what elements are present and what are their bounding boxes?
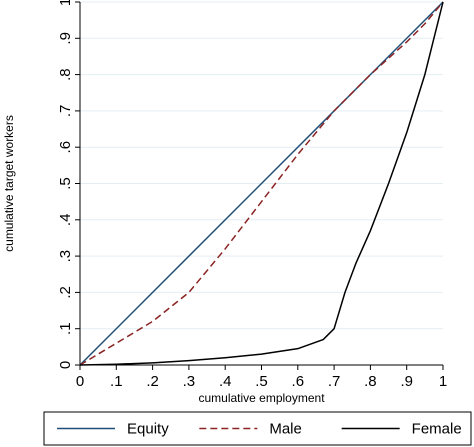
x-tick-label-0: 0 [76,373,84,390]
y-tick-label-5: .5 [57,177,74,190]
x-tick-label-6: .6 [292,373,305,390]
y-tick-label-3: .3 [57,250,74,263]
x-tick-label-5: .5 [255,373,268,390]
y-tick-label-9: .9 [57,32,74,45]
y-tick-label-4: .4 [57,214,74,227]
legend-label-male: Male [269,421,302,438]
series-line-female [79,1,444,366]
series-line-equity [79,1,444,366]
y-tick-label-7: .7 [57,105,74,118]
tick-labels: 0 .1 .2 .3 .4 .5 .6 .7 .8 .9 1 0 .1 .2 .3 .4 .5 .6 .7 .8 .9 1 [57,0,447,390]
series-lines [79,1,444,366]
y-tick-label-6: .6 [57,141,74,154]
x-tick-label-2: .2 [146,373,159,390]
x-tick-label-1: .1 [110,373,123,390]
x-tick-label-8: .8 [364,373,377,390]
axes [75,1,444,370]
x-tick-label-9: .9 [400,373,413,390]
y-tick-label-8: .8 [57,68,74,81]
x-axis-title: cumulative employment [198,391,325,405]
legend-label-equity: Equity [127,421,169,438]
legend: Equity Male Female [43,411,472,446]
x-tick-label-7: .7 [328,373,341,390]
legend-box [43,411,472,446]
x-tick-label-3: .3 [183,373,196,390]
x-tick-label-10: 1 [439,373,447,390]
gridlines [80,1,443,330]
y-tick-label-1: .1 [57,322,74,335]
y-tick-label-10: 1 [57,0,74,6]
x-tick-label-4: .4 [219,373,232,390]
y-tick-label-0: 0 [57,361,74,369]
y-axis-title: cumulative target workers [2,115,16,252]
series-line-male [79,1,444,366]
legend-label-female: Female [412,421,462,438]
y-tick-label-2: .2 [57,286,74,299]
